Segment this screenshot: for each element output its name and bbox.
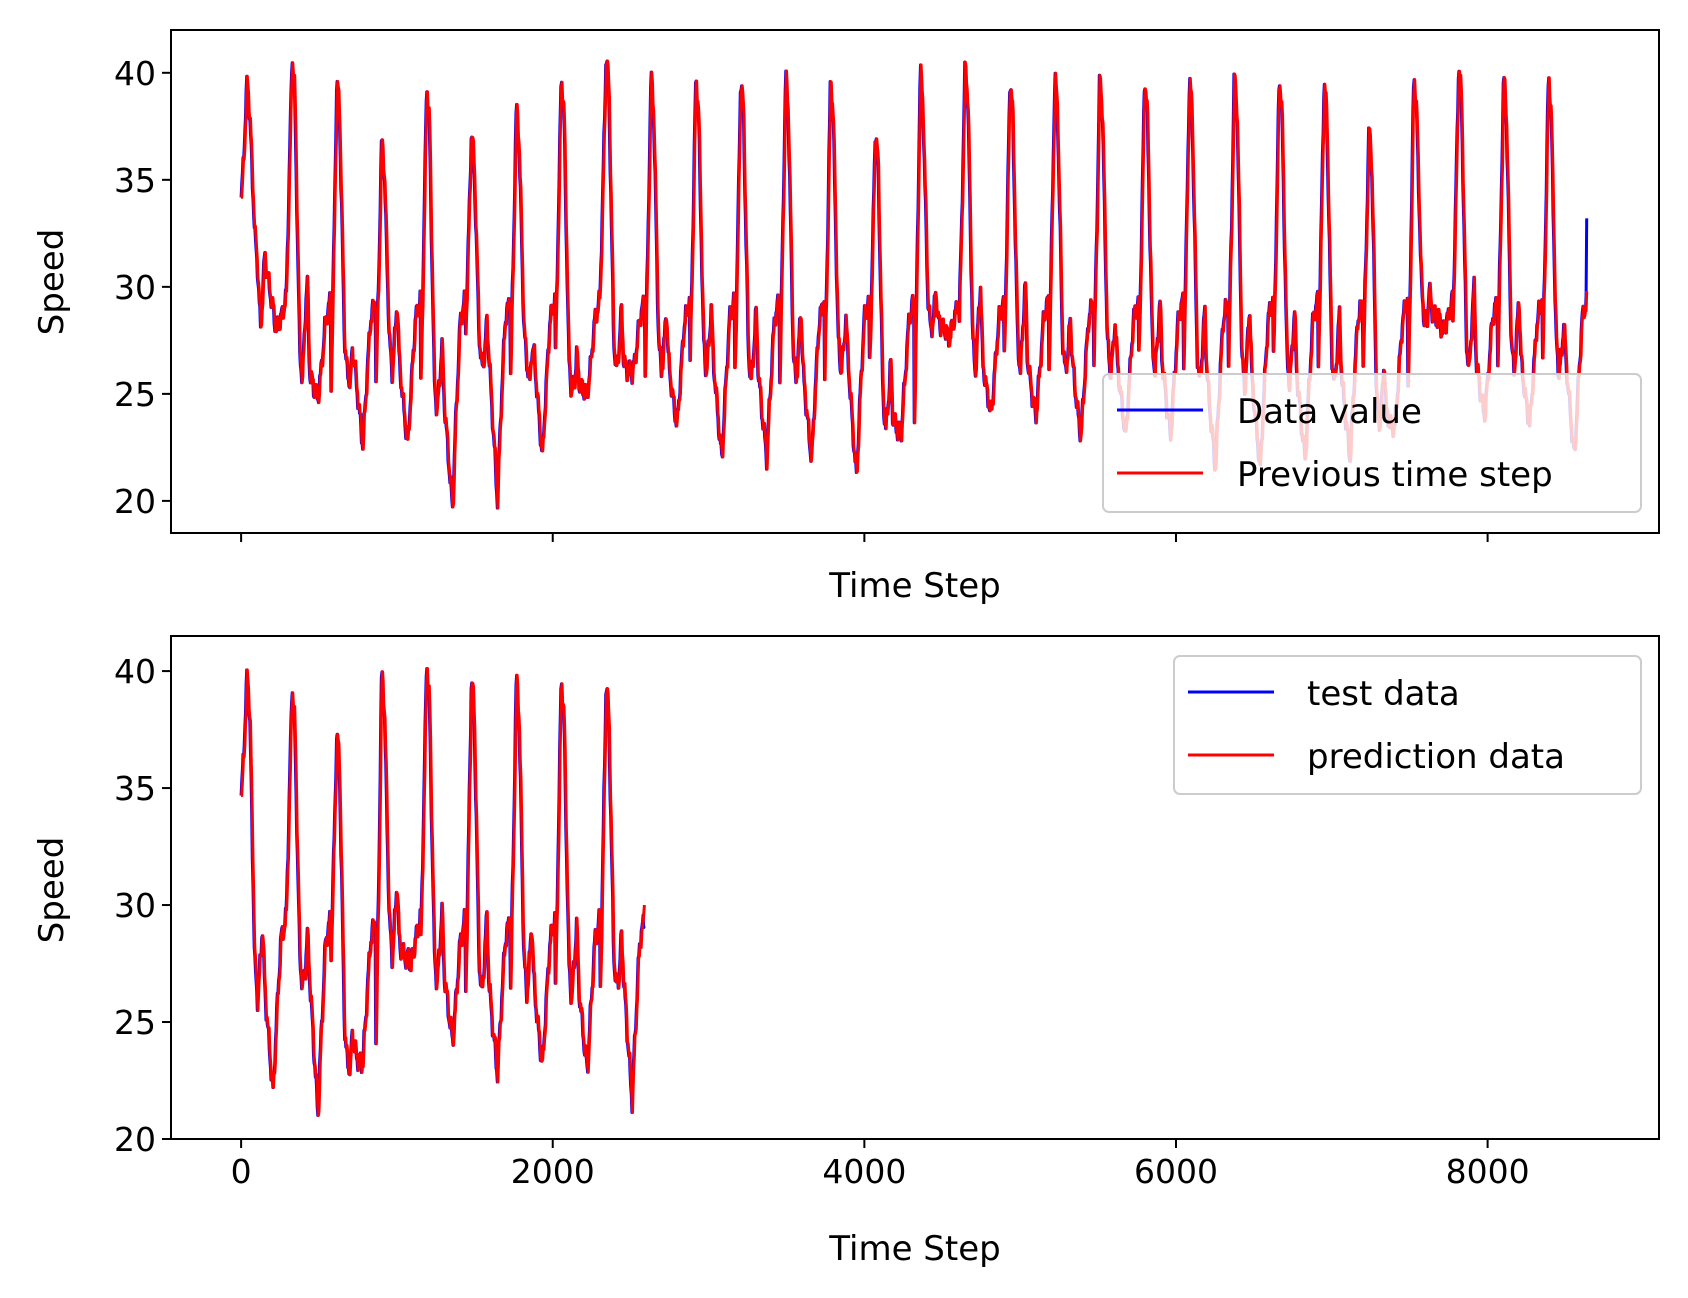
y-tick-label: 20 [114, 482, 156, 521]
bottom-x-axis: 0 2000 4000 6000 8000 [231, 1139, 1530, 1191]
y-tick-label: 25 [114, 375, 156, 414]
bottom-legend-label-prediction-data: prediction data [1307, 737, 1565, 777]
bottom-legend-label-test-data: test data [1307, 674, 1460, 714]
top-legend-label-previous-time-step: Previous time step [1237, 455, 1553, 495]
y-tick-label: 25 [114, 1003, 156, 1042]
y-tick-label: 35 [114, 161, 156, 200]
bottom-legend: test data prediction data [1173, 655, 1642, 795]
bottom-x-axis-label: Time Step [828, 1229, 1000, 1269]
top-chart: 20 25 30 35 40 Time Step Speed Data value Pr… [32, 29, 1660, 606]
y-tick-label: 30 [114, 886, 156, 925]
top-x-axis-label: Time Step [828, 566, 1000, 606]
top-x-axis [240, 533, 1489, 542]
y-tick-label: 30 [114, 268, 156, 307]
series-line-previous-time-step [240, 59, 1589, 510]
bottom-y-axis: 20 25 30 35 40 [114, 652, 171, 1159]
y-tick-label: 35 [114, 769, 156, 808]
y-tick-label: 40 [114, 652, 156, 691]
y-tick-label: 20 [114, 1120, 156, 1159]
x-tick-label: 4000 [822, 1152, 906, 1191]
top-y-axis: 20 25 30 35 40 [114, 54, 171, 521]
top-legend-label-data-value: Data value [1237, 392, 1422, 432]
x-tick-label: 8000 [1446, 1152, 1530, 1191]
y-tick-label: 40 [114, 54, 156, 93]
top-y-axis-label: Speed [32, 229, 72, 336]
series-line-prediction-data [240, 667, 646, 1117]
x-tick-label: 2000 [511, 1152, 595, 1191]
x-tick-label: 0 [231, 1152, 252, 1191]
bottom-series-group [239, 667, 646, 1117]
top-series-group [239, 59, 1589, 510]
bottom-y-axis-label: Speed [32, 837, 72, 944]
bottom-plot-frame [170, 635, 1660, 1140]
top-plot-frame [170, 29, 1660, 534]
top-legend: Data value Previous time step [1102, 373, 1642, 513]
x-tick-label: 6000 [1134, 1152, 1218, 1191]
top-legend-box [1102, 373, 1642, 513]
bottom-legend-box [1173, 655, 1642, 795]
bottom-chart: 20 25 30 35 40 0 2000 4000 6000 8000 Time Step S… [32, 635, 1660, 1269]
